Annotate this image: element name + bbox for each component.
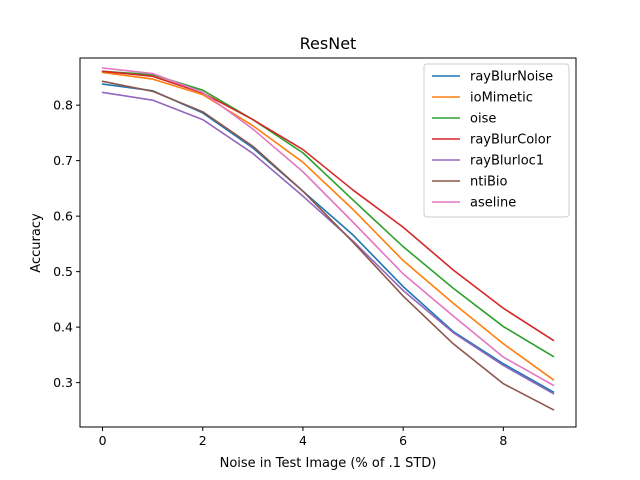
x-tick-label-4: 8 xyxy=(499,433,507,448)
series-line-5 xyxy=(101,80,555,411)
chart-title: ResNet xyxy=(300,34,357,53)
legend-label-3: rayBlurColor xyxy=(470,133,552,148)
series-line-1 xyxy=(101,71,555,381)
series-line-6 xyxy=(101,67,555,387)
y-tick-label-0: 0.3 xyxy=(53,375,73,390)
y-tick-label-3: 0.6 xyxy=(53,209,73,224)
plot-lines xyxy=(101,67,555,411)
x-tick-label-1: 2 xyxy=(199,433,207,448)
legend-label-1: ioMimetic xyxy=(470,91,533,106)
y-tick-label-2: 0.5 xyxy=(53,264,73,279)
legend-label-0: rayBlurNoise xyxy=(470,70,553,85)
y-tick-label-5: 0.8 xyxy=(53,98,73,113)
series-line-4 xyxy=(101,91,555,395)
x-axis-ticks: 0 2 4 6 8 xyxy=(99,427,507,448)
y-tick-label-4: 0.7 xyxy=(53,153,73,168)
legend-box xyxy=(423,63,570,218)
x-tick-label-0: 0 xyxy=(99,433,107,448)
series-line-3 xyxy=(101,70,555,342)
y-axis-label: Accuracy xyxy=(29,213,44,273)
legend-label-5: ntiBio xyxy=(470,175,507,190)
x-tick-label-3: 6 xyxy=(399,433,407,448)
x-axis-label: Noise in Test Image (% of .1 STD) xyxy=(220,456,437,471)
legend-label-6: aseline xyxy=(470,196,516,211)
x-tick-label-2: 4 xyxy=(299,433,307,448)
legend: rayBlurNoise ioMimetic oise rayBlurColor ray… xyxy=(423,63,570,218)
plot-frame xyxy=(79,57,577,428)
y-axis-ticks: 0.3 0.4 0.5 0.6 0.7 0.8 xyxy=(53,98,80,390)
legend-label-2: oise xyxy=(470,112,496,127)
y-tick-label-1: 0.4 xyxy=(53,320,73,335)
legend-label-4: rayBlurloc1 xyxy=(470,154,544,169)
